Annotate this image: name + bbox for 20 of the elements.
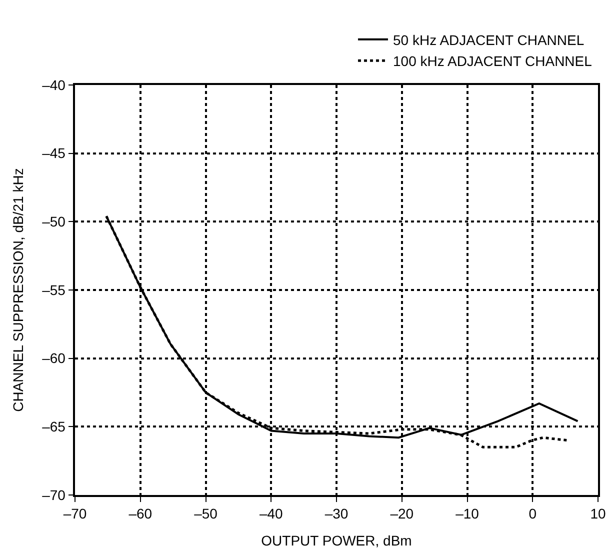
y-tick-label: –70 — [42, 486, 66, 503]
y-axis-title: CHANNEL SUPPRESSION, dB/21 kHz — [10, 168, 26, 412]
x-tick-label: 0 — [528, 506, 537, 522]
x-tick-label: –20 — [390, 506, 414, 522]
x-tick-label: –10 — [456, 506, 480, 522]
y-tick-label: –40 — [42, 76, 66, 93]
y-tick-label: –60 — [42, 350, 66, 366]
y-tick-label: –65 — [42, 418, 66, 435]
x-tick-label: –30 — [324, 506, 348, 522]
x-axis-title: OUTPUT POWER, dBm — [261, 532, 412, 548]
x-tick-label: –40 — [259, 506, 284, 522]
y-tick-label: –55 — [42, 282, 66, 298]
x-tick-label: –60 — [128, 506, 152, 522]
x-tick-label: 10 — [590, 506, 606, 522]
legend-label: 100 kHz ADJACENT CHANNEL — [393, 53, 592, 70]
x-tick-label: –70 — [63, 506, 87, 522]
x-tick-label: –50 — [194, 506, 218, 522]
y-tick-label: –45 — [42, 145, 66, 162]
y-tick-label: –50 — [42, 214, 66, 230]
legend-label: 50 kHz ADJACENT CHANNEL — [393, 32, 584, 48]
